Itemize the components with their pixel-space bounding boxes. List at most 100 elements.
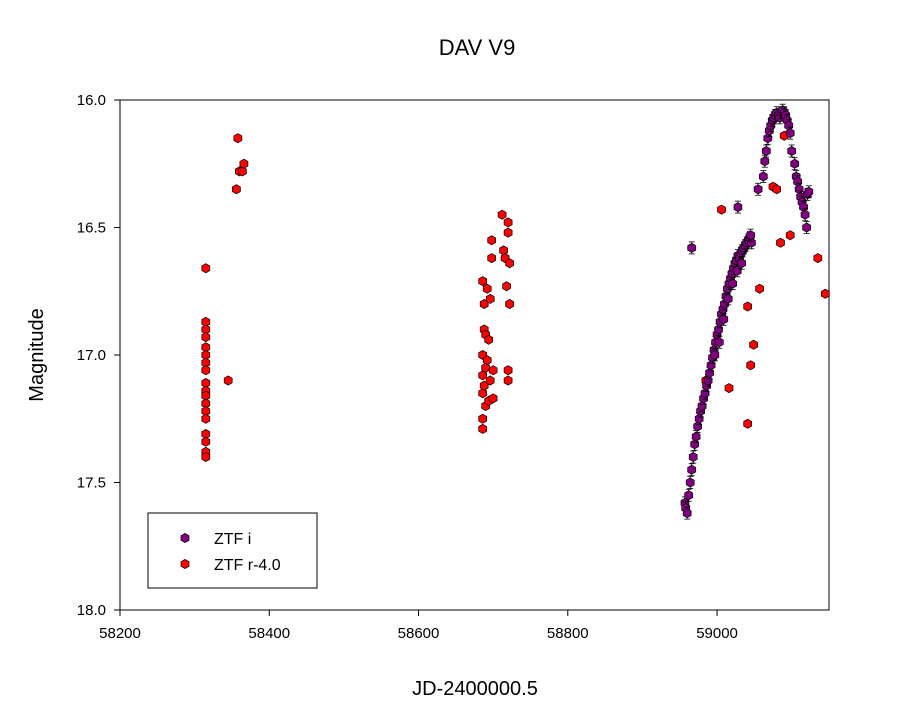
data-point xyxy=(728,278,738,289)
data-point xyxy=(201,451,211,463)
y-tick-label: 16.0 xyxy=(77,92,106,109)
data-point xyxy=(794,184,804,195)
data-point xyxy=(760,156,770,167)
series-layer xyxy=(201,103,830,520)
data-point xyxy=(717,204,726,215)
y-tick-label: 18.0 xyxy=(77,602,106,619)
data-point xyxy=(682,508,692,519)
data-point xyxy=(714,337,724,348)
data-point xyxy=(684,490,694,501)
data-point xyxy=(487,235,496,246)
data-point xyxy=(484,334,494,345)
data-point xyxy=(497,209,507,220)
data-point xyxy=(503,227,513,238)
data-point xyxy=(732,265,742,276)
data-point xyxy=(478,413,488,424)
data-point xyxy=(485,293,495,304)
chart-title: DAV V9 xyxy=(439,35,516,60)
x-tick-label: 58400 xyxy=(248,625,290,642)
data-point xyxy=(488,365,498,376)
data-point xyxy=(724,383,734,394)
x-axis-label: JD-2400000.5 xyxy=(412,678,538,700)
data-point xyxy=(488,393,498,404)
data-point xyxy=(481,362,491,373)
x-axis-ticks: 58200 58400 58600 58800 59000 xyxy=(99,610,738,642)
data-point xyxy=(813,253,823,264)
data-point xyxy=(505,258,514,269)
data-point xyxy=(700,388,710,399)
data-point xyxy=(691,431,701,442)
x-tick-label: 58600 xyxy=(398,625,440,642)
data-point xyxy=(703,375,713,386)
data-point xyxy=(505,298,514,310)
data-point xyxy=(746,230,755,241)
data-point xyxy=(687,464,697,475)
data-point xyxy=(743,418,752,429)
data-point xyxy=(743,301,752,312)
y-tick-label: 17.5 xyxy=(77,475,106,492)
data-point xyxy=(776,237,785,248)
data-point xyxy=(749,339,758,350)
data-point xyxy=(232,184,241,195)
data-point xyxy=(733,202,743,213)
y-axis-label: Magnitude xyxy=(26,308,48,401)
data-point xyxy=(201,413,211,424)
data-point xyxy=(233,133,243,144)
data-point xyxy=(799,202,808,213)
y-tick-label: 16.5 xyxy=(77,220,106,237)
data-point xyxy=(737,258,747,269)
data-point xyxy=(478,388,488,399)
data-point xyxy=(223,375,233,386)
data-point xyxy=(763,133,773,144)
data-point xyxy=(761,145,771,157)
data-point xyxy=(714,324,723,335)
data-point xyxy=(723,293,733,304)
legend-marker xyxy=(180,558,190,570)
data-point xyxy=(201,365,211,376)
data-point xyxy=(800,209,810,220)
series-ztf-r xyxy=(201,130,830,463)
y-tick-label: 17.0 xyxy=(77,347,106,364)
data-point xyxy=(201,436,211,447)
x-tick-label: 59000 xyxy=(696,625,738,642)
data-point xyxy=(503,375,513,386)
data-point xyxy=(499,245,508,256)
data-point xyxy=(482,283,492,294)
data-point xyxy=(804,186,814,197)
data-point xyxy=(746,360,755,371)
data-point xyxy=(487,253,496,264)
data-point xyxy=(719,314,729,325)
y-axis-ticks: 16.0 16.5 17.0 17.5 18.0 xyxy=(77,92,120,619)
data-point xyxy=(201,332,211,343)
legend-box xyxy=(147,512,318,589)
data-point xyxy=(706,360,716,371)
data-point xyxy=(802,222,811,233)
data-point xyxy=(710,349,720,361)
legend-items: ZTF i ZTF r-4.0 xyxy=(180,531,281,574)
x-tick-label: 58200 xyxy=(99,625,141,642)
data-point xyxy=(238,166,247,177)
series-ztf-i xyxy=(680,103,814,520)
data-point xyxy=(478,423,488,434)
data-point xyxy=(503,365,513,376)
data-point xyxy=(693,421,702,432)
data-point xyxy=(685,477,695,488)
data-point xyxy=(772,184,782,195)
data-point xyxy=(790,158,800,169)
data-point xyxy=(784,120,794,131)
data-point xyxy=(503,217,513,228)
data-point xyxy=(690,439,699,450)
data-point xyxy=(687,242,697,253)
data-point xyxy=(478,370,488,381)
data-point xyxy=(793,176,802,187)
data-point xyxy=(758,171,768,182)
legend-label: ZTF i xyxy=(214,531,251,548)
data-point xyxy=(502,281,511,292)
data-point xyxy=(697,400,707,412)
data-point xyxy=(201,263,211,274)
data-point xyxy=(755,283,764,294)
data-point xyxy=(478,276,488,287)
x-tick-label: 58800 xyxy=(547,625,589,642)
data-point xyxy=(688,451,698,463)
